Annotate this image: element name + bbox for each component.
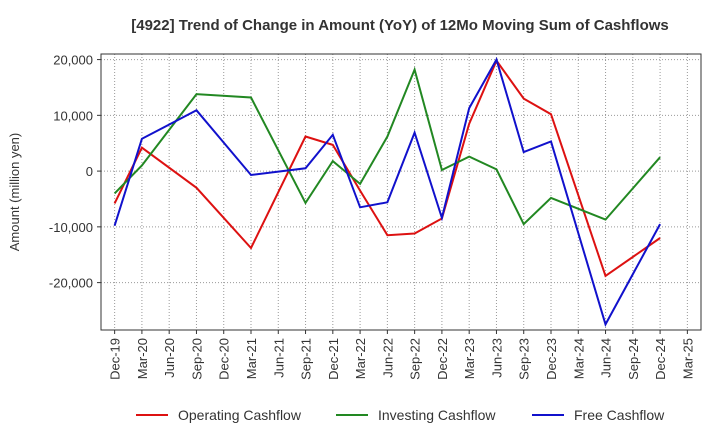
x-tick-label: Sep-24	[626, 338, 641, 380]
x-tick-label: Dec-23	[544, 338, 559, 380]
y-tick-label: -10,000	[49, 220, 93, 235]
x-tick-label: Dec-24	[653, 338, 668, 380]
y-tick-label: -20,000	[49, 276, 93, 291]
y-tick-label: 0	[86, 164, 93, 179]
series-line-2	[113, 66, 661, 226]
x-tick-label: Sep-21	[299, 338, 314, 380]
x-tick-label: Mar-23	[462, 338, 477, 379]
legend-item-3: Free Cashflow	[532, 407, 665, 423]
grid-lines	[101, 54, 701, 330]
plot-area	[101, 54, 701, 330]
legend-item-2: Investing Cashflow	[336, 407, 496, 423]
x-tick-label: Jun-24	[599, 338, 614, 378]
legend-label: Investing Cashflow	[378, 407, 496, 423]
x-tick-label: Sep-22	[408, 338, 423, 380]
legend-item-1: Operating Cashflow	[136, 407, 302, 423]
legend-label: Free Cashflow	[574, 407, 665, 423]
x-tick-label: Mar-25	[680, 338, 695, 379]
legend-label: Operating Cashflow	[178, 407, 302, 423]
series-lines	[113, 57, 661, 327]
x-tick-label: Mar-21	[244, 338, 259, 379]
x-tick-label: Jun-21	[271, 338, 286, 378]
legend: Operating Cashflow Investing Cashflow Free…	[136, 407, 665, 423]
plot-frame	[100, 53, 702, 331]
x-axis-ticks: Dec-19 Mar-20 Jun-20 Sep-20 Dec-20 Mar-21 Jun-…	[108, 330, 695, 380]
x-tick-label: Sep-23	[517, 338, 532, 380]
x-tick-label: Dec-20	[217, 338, 232, 380]
x-tick-label: Jun-22	[380, 338, 395, 378]
x-tick-label: Mar-22	[353, 338, 368, 379]
y-axis-label: Amount (million yen)	[7, 133, 22, 252]
plot-background	[101, 54, 701, 330]
chart-title: [4922] Trend of Change in Amount (YoY) o…	[131, 17, 669, 34]
x-tick-label: Sep-20	[189, 338, 204, 380]
x-tick-label: Jun-23	[489, 338, 504, 378]
x-tick-label: Mar-24	[571, 338, 586, 379]
x-tick-label: Dec-19	[108, 338, 123, 380]
series-line-1	[113, 58, 661, 278]
x-tick-label: Dec-22	[435, 338, 450, 380]
y-tick-label: 10,000	[53, 108, 93, 123]
y-tick-label: 20,000	[53, 53, 93, 68]
series-line-3	[113, 57, 661, 327]
x-tick-label: Mar-20	[135, 338, 150, 379]
x-tick-label: Dec-21	[326, 338, 341, 380]
x-tick-label: Jun-20	[162, 338, 177, 378]
plot-border	[100, 53, 702, 331]
y-axis-ticks: 20,000 10,000 0 -10,000 -20,000	[49, 53, 101, 291]
